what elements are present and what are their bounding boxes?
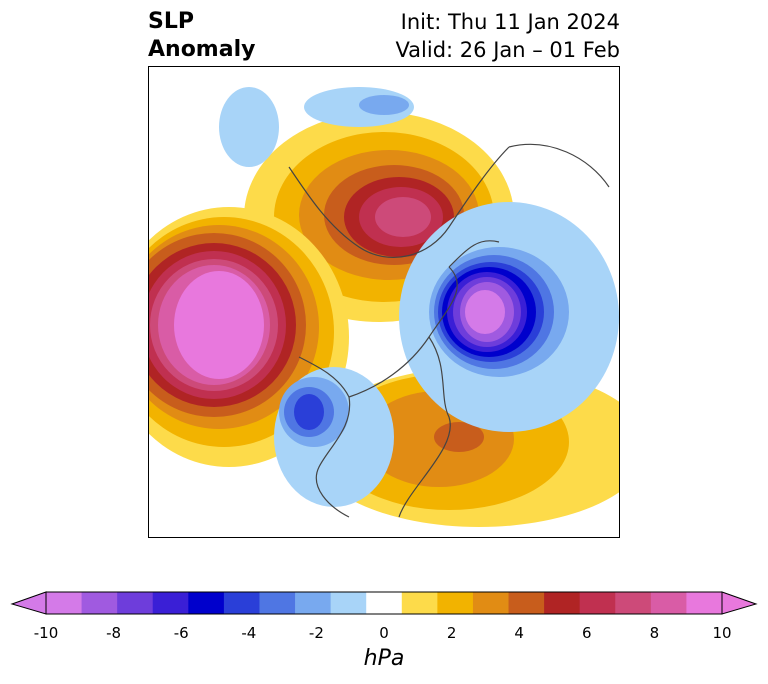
colorbar-segment bbox=[117, 592, 154, 614]
colorbar-outline bbox=[45, 591, 723, 615]
colorbar-segment bbox=[46, 592, 83, 614]
colorbar-segment bbox=[686, 592, 723, 614]
colorbar-segment bbox=[615, 592, 652, 614]
colorbar-tick-label: -6 bbox=[173, 624, 189, 642]
anomaly-negative-scandinavia bbox=[219, 87, 414, 167]
colorbar-segment bbox=[650, 592, 687, 614]
colorbar-segment bbox=[472, 592, 510, 614]
colorbar-tick-label: 6 bbox=[582, 624, 592, 642]
colorbar-extend-high bbox=[721, 591, 758, 615]
title-line-2: Anomaly bbox=[148, 37, 256, 62]
anomaly-negative-west-us bbox=[274, 367, 394, 507]
colorbar-segment bbox=[579, 592, 616, 614]
map-panel bbox=[148, 66, 620, 538]
init-date: Init: Thu 11 Jan 2024 bbox=[400, 10, 620, 34]
colorbar-segment bbox=[437, 592, 474, 614]
colorbar-tick-label: -8 bbox=[106, 624, 122, 642]
colorbar-segment bbox=[366, 592, 403, 614]
colorbar-segment bbox=[152, 592, 189, 614]
colorbar-segment bbox=[223, 592, 260, 614]
title-line-1: SLP bbox=[148, 9, 194, 34]
colorbar-extend-low bbox=[10, 591, 47, 615]
colorbar-segment bbox=[330, 592, 367, 614]
colorbar-segment bbox=[259, 592, 296, 614]
colorbar bbox=[10, 591, 758, 615]
run-info: Init: Thu 11 Jan 2024 Valid: 26 Jan – 01… bbox=[395, 8, 620, 64]
colorbar-tick-label: -2 bbox=[308, 624, 324, 642]
colorbar-segment bbox=[401, 592, 438, 614]
colorbar-tick-label: 0 bbox=[379, 624, 389, 642]
colorbar-tick-label: 10 bbox=[712, 624, 732, 642]
map-title: SLP Anomaly bbox=[148, 8, 255, 64]
coastlines bbox=[288, 143, 610, 518]
colorbar-segment bbox=[81, 592, 118, 614]
colorbar-tick-label: -4 bbox=[241, 624, 257, 642]
colorbar-units: hPa bbox=[363, 646, 405, 671]
valid-range: Valid: 26 Jan – 01 Feb bbox=[395, 38, 620, 62]
colorbar-segment bbox=[508, 592, 545, 614]
colorbar-tick-label: -10 bbox=[33, 624, 59, 642]
colorbar-segment bbox=[188, 592, 225, 614]
colorbar-segment bbox=[544, 592, 581, 614]
colorbar-tick-label: 2 bbox=[446, 624, 457, 642]
colorbar-segment bbox=[295, 592, 332, 614]
slp-anomaly-map bbox=[149, 87, 619, 527]
colorbar-tick-label: 8 bbox=[649, 624, 660, 642]
anomaly-negative-greenland bbox=[399, 202, 619, 432]
colorbar-tick-label: 4 bbox=[514, 624, 524, 642]
